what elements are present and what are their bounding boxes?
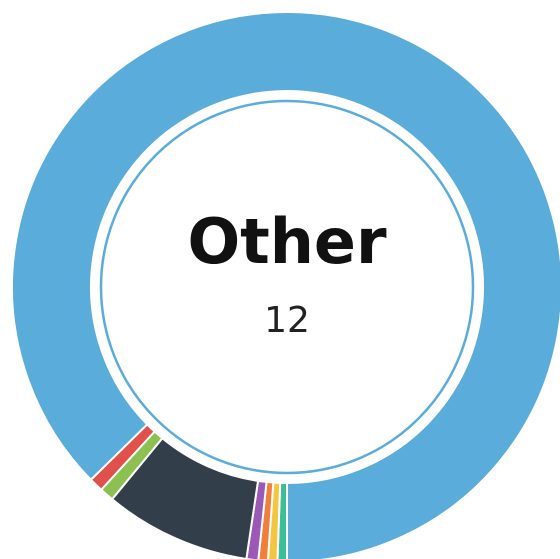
center-value: 12: [264, 300, 310, 341]
inner-circle: [99, 99, 475, 475]
center-label: Other: [187, 205, 387, 278]
segments: [11, 11, 560, 559]
donut-segment: [11, 11, 560, 559]
